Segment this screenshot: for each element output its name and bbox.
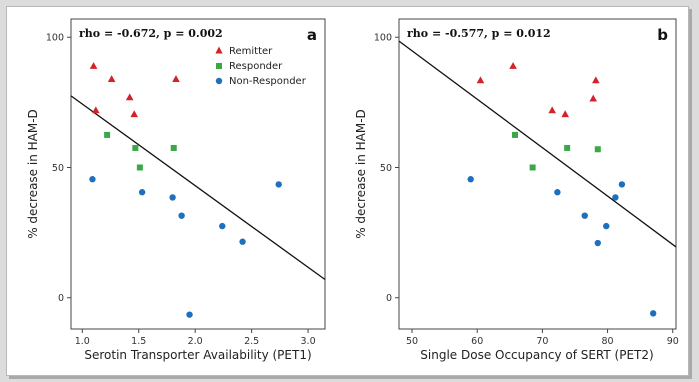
panel-a-point-remitter — [125, 93, 134, 101]
panel-b-y-axis-title: % decrease in HAM-D — [354, 109, 368, 239]
panel-b-point-remitter — [548, 106, 556, 114]
panel-a-x-tick-label: 1.0 — [75, 336, 90, 347]
panel-a: rho = -0.672, p = 0.002 a Remitter Respo… — [26, 18, 326, 362]
panel-a-point-non-responder — [275, 181, 282, 188]
panel-b-point-non-responder — [554, 189, 561, 196]
panel-b-point-remitter — [561, 110, 569, 118]
panel-b-point-responder — [512, 131, 519, 138]
panel-b-statistics: rho = -0.577, p = 0.012 — [407, 27, 551, 40]
panel-a-statistics: rho = -0.672, p = 0.002 — [79, 27, 223, 40]
panel-b-point-remitter — [509, 62, 517, 69]
panel-a-legend: Remitter Responder Non-Responder — [215, 46, 307, 87]
panel-b-y-tick-label: 0 — [386, 293, 392, 304]
panel-a-point-remitter — [172, 75, 180, 82]
panel-a-regression-line — [70, 95, 326, 281]
panel-a-point-responder — [104, 131, 111, 138]
panel-b-point-responder — [529, 164, 536, 171]
panel-a-plot-area — [70, 18, 326, 330]
panel-b-marks: 50 60 70 80 90 0 50 100 — [374, 33, 679, 347]
panel-a-marks: 1.0 1.5 2.0 2.5 3.0 0 50 100 — [46, 33, 326, 347]
panel-a-point-non-responder — [89, 176, 96, 183]
panel-a-y-tick-label: 100 — [46, 33, 64, 44]
panel-a-x-tick-label: 2.0 — [188, 336, 203, 347]
panel-b-x-axis-title: Single Dose Occupancy of SERT (PET2) — [420, 348, 653, 362]
figure-svg: rho = -0.672, p = 0.002 a Remitter Respo… — [26, 18, 679, 362]
panel-b-point-non-responder — [603, 222, 610, 230]
panel-b-x-tick-label: 50 — [406, 336, 418, 347]
panel-a-point-remitter — [130, 110, 139, 118]
panel-a-x-axis-title: Serotin Transporter Availability (PET1) — [84, 348, 311, 362]
panel-a-point-remitter — [89, 62, 98, 69]
panel-a-point-responder — [136, 164, 143, 171]
panel-a-point-responder — [170, 144, 177, 151]
panel-b-point-non-responder — [612, 194, 619, 201]
panel-a-point-remitter — [92, 106, 100, 114]
legend-remitter-label: Remitter — [229, 46, 273, 57]
panel-a-point-non-responder — [169, 194, 176, 201]
panel-b-point-non-responder — [594, 239, 601, 247]
panel-a-point-non-responder — [219, 222, 226, 230]
panel-b-point-non-responder — [467, 176, 474, 183]
panel-b-point-non-responder — [581, 212, 588, 219]
legend-non-responder-circle-icon — [215, 77, 223, 85]
panel-b-y-tick-label: 50 — [380, 163, 392, 174]
legend-responder-label: Responder — [229, 61, 283, 72]
panel-b: rho = -0.577, p = 0.012 b 50 60 70 80 90 0 50 1… — [354, 18, 679, 362]
panel-b-point-non-responder — [649, 310, 657, 317]
legend-non-responder-label: Non-Responder — [229, 76, 307, 87]
panel-a-letter: a — [307, 26, 317, 44]
panel-b-x-tick-label: 90 — [667, 336, 679, 347]
panel-b-letter: b — [657, 26, 668, 44]
legend-responder-square-icon — [216, 63, 222, 69]
panel-a-point-non-responder — [178, 212, 185, 219]
legend-remitter-triangle-icon — [215, 46, 223, 54]
panel-b-point-responder — [594, 146, 601, 153]
panel-a-y-axis-title: % decrease in HAM-D — [26, 109, 40, 239]
panel-b-regression-line — [398, 40, 677, 248]
panel-a-point-non-responder — [239, 238, 246, 245]
panel-a-point-non-responder — [138, 189, 146, 196]
panel-b-point-remitter — [476, 76, 485, 84]
panel-a-x-tick-label: 3.0 — [301, 336, 316, 347]
panel-a-y-tick-label: 0 — [58, 293, 64, 304]
panel-b-x-tick-label: 60 — [471, 336, 483, 347]
panel-a-point-remitter — [107, 75, 116, 82]
panel-a-point-non-responder — [186, 311, 193, 318]
panel-b-y-tick-label: 100 — [374, 33, 392, 44]
panel-a-x-tick-label: 1.5 — [131, 336, 146, 347]
panel-b-x-tick-label: 80 — [602, 336, 614, 347]
panel-b-plot-area — [398, 18, 677, 330]
panel-b-point-responder — [564, 144, 571, 151]
panel-b-point-remitter — [592, 76, 600, 84]
panel-a-x-tick-label: 2.5 — [244, 336, 259, 347]
panel-a-point-responder — [132, 144, 139, 151]
panel-b-point-remitter — [589, 94, 598, 102]
panel-a-y-tick-label: 50 — [52, 163, 64, 174]
panel-b-point-non-responder — [618, 181, 626, 188]
figure-frame: rho = -0.672, p = 0.002 a Remitter Respo… — [6, 6, 689, 376]
panel-b-x-tick-label: 70 — [536, 336, 548, 347]
